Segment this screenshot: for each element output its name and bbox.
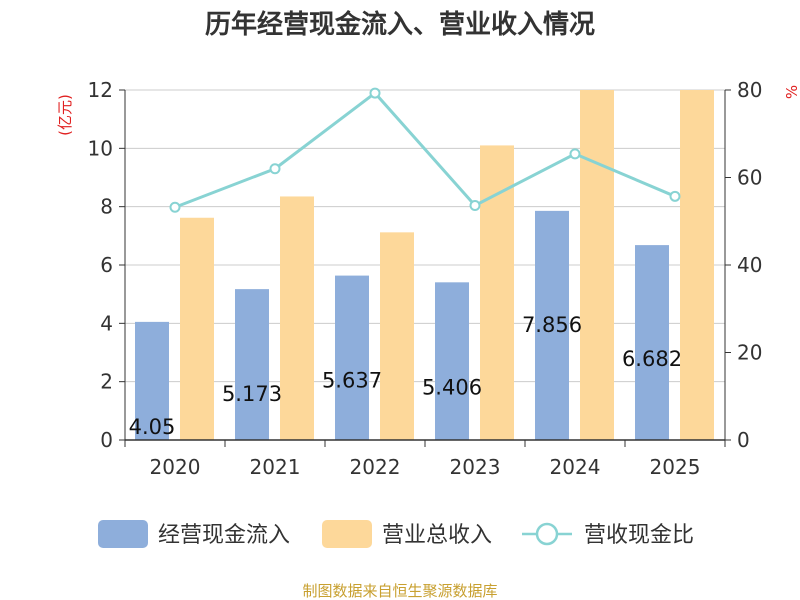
right-tick-label-20: 20 (737, 341, 762, 365)
bar-cash-inflow-2021 (235, 289, 269, 440)
left-tick-label-4: 4 (100, 311, 113, 335)
x-tick-label-2020: 2020 (150, 455, 201, 479)
bar-cash-inflow-2020 (135, 321, 169, 440)
x-tick-label-2024: 2024 (550, 455, 601, 479)
left-tick-label-8: 8 (100, 195, 113, 219)
bar-cash-inflow-2022 (335, 275, 369, 440)
legend[interactable]: 经营现金流入 营业总收入 营收现金比 (98, 520, 694, 548)
right-tick-label-80: 80 (737, 78, 762, 102)
data-label-cash-inflow-2024: 7.856 (522, 313, 582, 337)
bar-revenue-2020 (180, 217, 214, 440)
data-labels: 4.05 5.173 5.637 5.406 7.856 6.682 (129, 313, 682, 439)
bar-cash-inflow-2023 (435, 282, 469, 440)
bar-revenue-2022 (380, 232, 414, 440)
legend-revenue-label[interactable]: 营业总收入 (382, 523, 492, 548)
data-label-cash-inflow-2021: 5.173 (222, 382, 282, 406)
x-tick-label-2022: 2022 (350, 455, 401, 479)
line-ratio-point-2022 (369, 87, 381, 99)
right-tick-label-40: 40 (737, 253, 762, 277)
data-label-cash-inflow-2020: 4.05 (129, 415, 176, 439)
data-label-cash-inflow-2025: 6.682 (622, 347, 682, 371)
bar-revenue-2021 (280, 196, 314, 440)
x-tick-label-2025: 2025 (650, 455, 701, 479)
x-tick-label-2023: 2023 (450, 455, 501, 479)
left-axis-unit: (亿元) (56, 94, 74, 136)
line-series (169, 87, 681, 213)
axes: 0 2 4 6 8 10 12 0 20 40 60 80 2020 2021 2022 2023 2024 20… (88, 78, 763, 479)
chart-title: 历年经营现金流入、营业收入情况 (205, 9, 595, 40)
left-tick-label-10: 10 (88, 136, 113, 160)
x-tick-label-2021: 2021 (250, 455, 301, 479)
left-tick-label-2: 2 (100, 370, 113, 394)
line-ratio-point-2025 (669, 190, 681, 202)
data-label-cash-inflow-2022: 5.637 (322, 369, 382, 393)
legend-ratio-label[interactable]: 营收现金比 (584, 523, 694, 548)
bar-revenue-2024 (580, 90, 614, 440)
source-note: 制图数据来自恒生聚源数据库 (302, 582, 497, 600)
legend-cash-inflow-label[interactable]: 经营现金流入 (158, 523, 290, 548)
right-axis-unit: % (783, 85, 800, 99)
line-ratio-point-2020 (169, 201, 181, 213)
left-tick-label-12: 12 (88, 78, 113, 102)
line-ratio-path (174, 91, 676, 209)
legend-ratio-swatch-marker[interactable] (535, 522, 559, 546)
bars (135, 90, 714, 440)
bar-cash-inflow-2024 (535, 210, 569, 440)
line-ratio-point-2023 (469, 200, 481, 211)
line-ratio-point-2024 (569, 148, 581, 160)
legend-revenue-swatch[interactable] (322, 520, 372, 548)
bar-revenue-2025 (680, 90, 714, 440)
left-tick-label-6: 6 (100, 253, 113, 277)
data-label-cash-inflow-2023: 5.406 (422, 375, 482, 399)
legend-cash-inflow-swatch[interactable] (98, 520, 148, 548)
line-ratio-point-2021 (269, 163, 281, 175)
right-tick-label-60: 60 (737, 166, 762, 190)
bar-cash-inflow-2025 (635, 245, 669, 440)
right-tick-label-0: 0 (737, 428, 750, 452)
left-tick-label-0: 0 (100, 428, 113, 452)
